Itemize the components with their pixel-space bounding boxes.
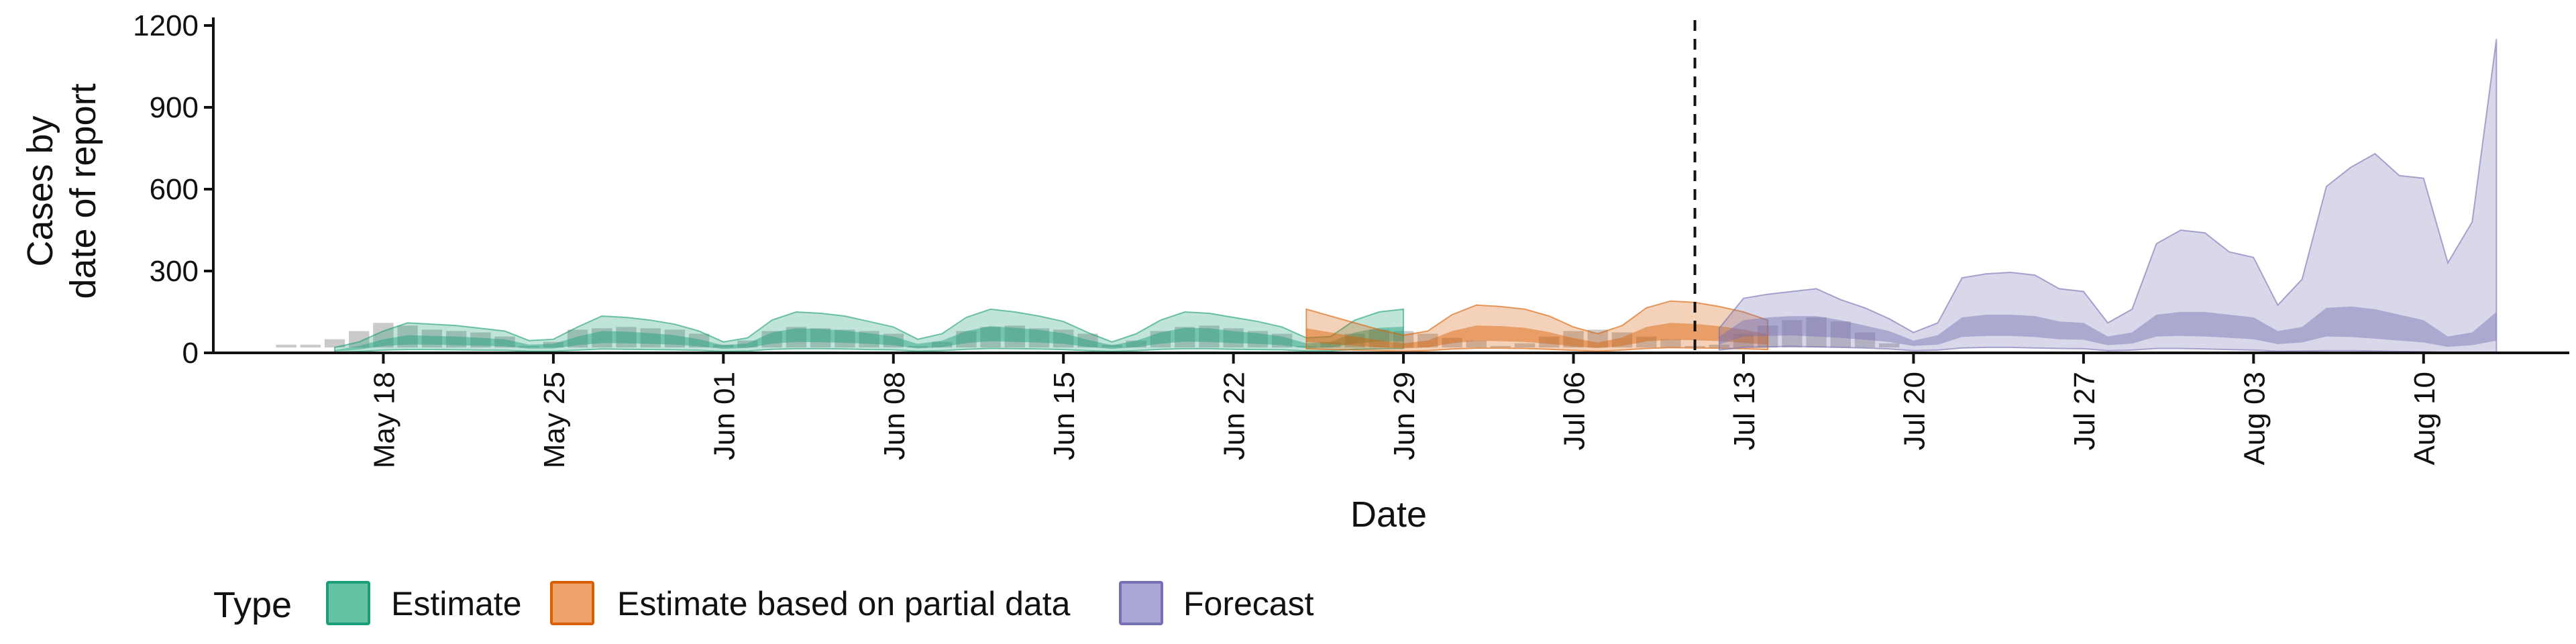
reported-bar bbox=[1028, 328, 1050, 347]
ribbon-outer-estimate-based-on-partial-data bbox=[1305, 300, 1769, 352]
reported-bar bbox=[1077, 333, 1098, 347]
reported-bar bbox=[1879, 343, 1900, 347]
x-tick-label: Jul 06 bbox=[1558, 372, 1591, 450]
reported-bar bbox=[494, 336, 515, 347]
legend-title: Type bbox=[213, 585, 292, 625]
reported-bar bbox=[1417, 333, 1438, 347]
reported-bar bbox=[1830, 321, 1851, 347]
reported-bar bbox=[713, 344, 734, 347]
reported-bar bbox=[1102, 344, 1122, 347]
reported-bar bbox=[1806, 317, 1827, 347]
reported-bar bbox=[276, 344, 297, 347]
y-axis-title-line-1: Cases by bbox=[20, 115, 60, 266]
reported-bar bbox=[786, 327, 807, 347]
reported-bar bbox=[592, 328, 612, 347]
legend-swatch-forecast bbox=[1119, 581, 1163, 625]
y-tick-label: 600 bbox=[150, 173, 199, 206]
reported-bar bbox=[445, 331, 467, 347]
reported-bar bbox=[640, 328, 661, 347]
reported-bar bbox=[1320, 341, 1341, 347]
reported-bar bbox=[519, 345, 539, 347]
reported-bar bbox=[1368, 329, 1390, 347]
reported-bar bbox=[1223, 328, 1244, 347]
reported-bar bbox=[737, 340, 758, 347]
x-tick-label: Jun 08 bbox=[878, 372, 911, 460]
reported-bar bbox=[1587, 329, 1608, 347]
y-tick-label: 300 bbox=[150, 255, 199, 288]
reported-bar bbox=[835, 329, 855, 347]
reported-bar bbox=[1733, 333, 1754, 347]
reported-bar bbox=[1126, 340, 1146, 347]
legend: Type Estimate Estimate based on partial … bbox=[213, 581, 1314, 625]
ribbon-outer-estimate bbox=[334, 308, 1405, 354]
x-tick-label: Jul 13 bbox=[1728, 372, 1761, 450]
x-tick-label: May 25 bbox=[538, 372, 571, 468]
reported-bar bbox=[1539, 336, 1560, 347]
reported-bar bbox=[1514, 343, 1536, 347]
reported-bar bbox=[1053, 329, 1074, 347]
x-tick-label: Jul 27 bbox=[2068, 372, 2101, 450]
reported-bar bbox=[1344, 333, 1365, 347]
reported-bar bbox=[1611, 332, 1633, 347]
reported-bar bbox=[1247, 331, 1269, 347]
reported-bar bbox=[1442, 337, 1462, 347]
x-tick-label: Jun 15 bbox=[1048, 372, 1081, 460]
reported-bar bbox=[859, 331, 879, 347]
ribbon-outer-forecast bbox=[1718, 39, 2498, 354]
x-tick-label: Jul 20 bbox=[1898, 372, 1931, 450]
reported-bar bbox=[810, 328, 831, 347]
reported-bar bbox=[1175, 327, 1195, 347]
reported-bar bbox=[470, 332, 491, 347]
reported-bar bbox=[956, 331, 977, 347]
reported-bar bbox=[300, 344, 321, 347]
reported-bar bbox=[543, 341, 564, 347]
x-tick-label: Aug 10 bbox=[2408, 372, 2441, 465]
reported-bar bbox=[932, 341, 953, 347]
y-tick-label: 0 bbox=[182, 337, 199, 370]
x-tick-label: May 18 bbox=[368, 372, 400, 468]
x-tick-label: Jun 01 bbox=[708, 372, 741, 460]
reported-bar bbox=[1660, 339, 1681, 347]
reported-bar bbox=[664, 329, 686, 347]
legend-label-forecast: Forecast bbox=[1183, 585, 1314, 623]
reported-bar bbox=[1150, 331, 1171, 347]
legend-label-estimate: Estimate bbox=[391, 585, 522, 623]
reported-bar bbox=[688, 333, 710, 347]
reported-bar bbox=[1563, 331, 1584, 347]
reported-bar bbox=[907, 345, 928, 347]
reported-bar bbox=[421, 329, 442, 347]
x-tick-label: Jun 22 bbox=[1218, 372, 1251, 460]
reported-bar bbox=[616, 327, 637, 347]
reported-bar bbox=[761, 331, 782, 347]
reported-bar bbox=[1466, 340, 1487, 347]
reported-bar bbox=[1199, 325, 1220, 347]
legend-swatch-estimate bbox=[326, 581, 370, 625]
x-tick-label: Aug 03 bbox=[2238, 372, 2271, 465]
reported-bar bbox=[1490, 345, 1511, 347]
axes: 0 300 600 900 1200 May 18 May 25 Jun 01 Jun 08 Ju… bbox=[133, 9, 2569, 468]
reported-bar bbox=[1636, 336, 1657, 347]
reported-bar bbox=[1782, 320, 1803, 347]
reported-bar bbox=[567, 329, 588, 347]
ribbon-inner-estimate-based-on-partial-data bbox=[1306, 323, 1768, 349]
reported-bar bbox=[1271, 333, 1293, 347]
reported-bar bbox=[980, 327, 1001, 347]
reported-bar bbox=[324, 339, 345, 347]
legend-label-partial: Estimate based on partial data bbox=[617, 585, 1071, 623]
reported-bar bbox=[373, 323, 394, 347]
ribbon-inner-forecast bbox=[1719, 306, 2497, 347]
legend-swatch-partial bbox=[550, 581, 594, 625]
plot-area bbox=[276, 20, 2498, 354]
reported-bar bbox=[1854, 332, 1876, 347]
x-tick-label: Jun 29 bbox=[1388, 372, 1421, 460]
ribbon-inner-estimate bbox=[335, 326, 1404, 352]
y-axis-title-line-2: date of report bbox=[63, 83, 103, 299]
y-tick-label: 900 bbox=[150, 91, 199, 124]
reported-bar bbox=[883, 333, 904, 347]
x-axis-title: Date bbox=[1350, 494, 1427, 535]
y-tick-label: 1200 bbox=[133, 9, 199, 42]
reported-bar bbox=[397, 325, 418, 347]
reported-bar bbox=[1004, 325, 1025, 347]
